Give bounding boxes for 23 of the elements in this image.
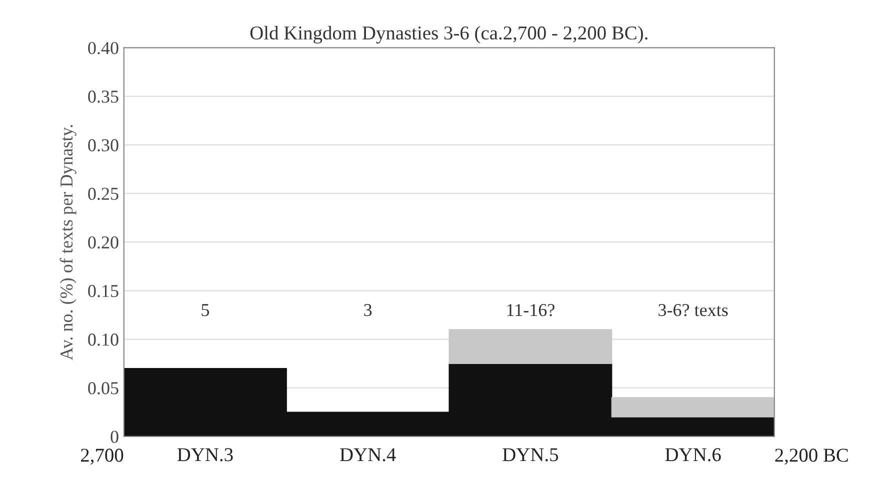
bar	[611, 397, 774, 418]
x-tick-label: DYN.3	[177, 448, 233, 462]
annotation: 3	[364, 304, 372, 316]
y-tick-label: 0.30	[88, 139, 118, 152]
y-tick-label: 0.15	[88, 284, 118, 298]
y-tick-label: 0.25	[88, 188, 118, 200]
annotation: 5	[202, 304, 210, 316]
y-tick-label: 0.05	[88, 382, 118, 394]
x-tick-label: DYN.4	[340, 448, 396, 462]
y-tick-label: 0.35	[88, 90, 118, 103]
x-tick-label: DYN.5	[502, 448, 558, 462]
chart-title: Old Kingdom Dynasties 3-6 (ca.2,700 - 2,200 BC).	[250, 26, 648, 44]
text: 2,700	[81, 448, 124, 465]
y-tick-label: 0	[110, 430, 118, 443]
y-tick-label: 0.10	[88, 334, 118, 346]
annotation: 11-16?	[507, 304, 554, 316]
annotation: 3-6? texts	[658, 304, 728, 316]
x-tick-label: DYN.6	[665, 448, 721, 462]
y-tick-label: 0.40	[88, 42, 118, 54]
text: 2,200 BC	[775, 448, 848, 465]
y-tick-label: 0.20	[88, 236, 118, 249]
bar	[448, 329, 612, 364]
y-axis-title: Av. no. (%) of texts per Dynasty.	[60, 125, 76, 360]
